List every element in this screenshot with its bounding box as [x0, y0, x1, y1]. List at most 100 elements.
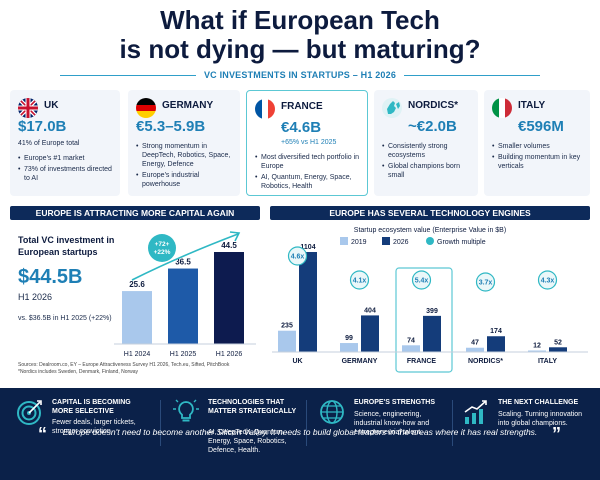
insight-next-challenge: THE NEXT CHALLENGE Scaling. Turning inno…: [462, 398, 594, 458]
category-label: NORDICS*: [468, 358, 503, 365]
total-vc-value: $44.5B: [18, 266, 83, 288]
card-sub: +65% vs H1 2025: [281, 139, 337, 146]
card-value: €5.3–5.9B: [136, 118, 206, 135]
growth-badge-line-1: +72+: [155, 241, 170, 248]
card-bullet: Smaller volumes: [492, 142, 586, 151]
bar-value-label: 47: [471, 340, 479, 347]
card-france: FRANCE €4.6B +65% vs H1 2025 Most divers…: [246, 90, 368, 196]
card-bullets: Consistently strong ecosystems Global ch…: [382, 142, 474, 182]
bar: [168, 268, 198, 344]
bar-value-label: 99: [345, 335, 353, 342]
bar-2019: [402, 345, 420, 352]
bar-2019: [340, 343, 358, 352]
insight-title: CAPITAL IS BECOMING MORE SELECTIVE: [52, 399, 131, 415]
card-bullet: AI, Quantum, Energy, Space, Robotics, He…: [255, 173, 363, 191]
growth-badge: [148, 234, 176, 262]
bar-value-label: 399: [426, 308, 438, 315]
card-name: NORDICS*: [408, 100, 459, 111]
divider: [306, 400, 307, 446]
bar-2026: [423, 315, 441, 352]
growth-multiple-badge: [537, 270, 558, 290]
close-quote-icon: ”: [552, 424, 561, 444]
growth-multiple-label: 3.7x: [479, 280, 493, 287]
growth-multiple-badge: [349, 270, 370, 290]
card-bullets: Strong momentum in DeepTech, Robotics, S…: [136, 142, 236, 191]
footnote-text: *Nordics includes Sweden, Denmark, Finla…: [18, 369, 139, 375]
bar-value-label: 44.5: [221, 241, 237, 250]
card-bullet: Europe's industrial powerhouse: [136, 171, 236, 189]
growth-badge-line-2: +22%: [154, 249, 171, 256]
subtitle: VC INVESTMENTS IN STARTUPS – H1 2026: [203, 70, 397, 80]
right-section-header: EUROPE HAS SEVERAL TECHNOLOGY ENGINES: [270, 206, 590, 220]
bar-2026: [299, 252, 317, 352]
card-sub: 41% of Europe total: [18, 140, 80, 147]
card-value: €4.6B: [281, 119, 322, 136]
total-vc-period: H1 2026: [18, 292, 53, 302]
ecosystem-value-chart: Startup ecosystem value (Enterprise Valu…: [272, 227, 588, 373]
card-bullets: Smaller volumes Building momentum in key…: [492, 142, 586, 173]
subtitle-row: VC INVESTMENTS IN STARTUPS – H1 2026: [60, 68, 541, 82]
card-bullet: Most diversified tech portfolio in Europ…: [255, 153, 363, 171]
uk-flag-icon: [18, 98, 38, 118]
category-label: UK: [292, 358, 302, 365]
insight-desc: Science, engineering, industrial know-ho…: [354, 411, 430, 436]
bar-2026: [549, 347, 567, 352]
category-label: GERMANY: [342, 358, 378, 365]
title-line-2: is not dying — but maturing?: [119, 34, 481, 64]
legend-growth-label: Growth multiple: [437, 239, 486, 246]
subtitle-line-left: [60, 74, 196, 76]
insight-strengths: EUROPE'S STRENGTHS Science, engineering,…: [318, 398, 448, 458]
vc-investment-chart: 25.6 H1 2024 36.5 H1 2025 44.5 H1 2026 +72++22…: [114, 231, 256, 358]
bar-2026: [487, 336, 505, 352]
target-icon: [16, 398, 44, 426]
card-bullet: 73% of investments directed to AI: [18, 165, 114, 183]
italy-flag-icon: [492, 98, 512, 118]
germany-flag-icon: [136, 98, 156, 118]
insight-desc: Fewer deals, larger tickets, stronger co…: [52, 419, 136, 435]
insight-desc: AI, DeepTech, Quantum, Energy, Space, Ro…: [208, 429, 287, 454]
growth-multiple-label: 5.4x: [415, 278, 429, 285]
left-section-header: EUROPE IS ATTRACTING MORE CAPITAL AGAIN: [10, 206, 260, 220]
insight-desc: Scaling. Turning innovation into global …: [498, 411, 583, 427]
bar-value-label: 25.6: [129, 280, 145, 289]
card-value: €596M: [518, 118, 564, 135]
card-value: $17.0B: [18, 118, 67, 135]
card-bullet: Europe's #1 market: [18, 154, 114, 163]
title-line-1: What if European Tech: [160, 5, 440, 35]
subtitle-line-right: [404, 74, 541, 76]
bar-value-label: 12: [533, 343, 541, 350]
insight-title: TECHNOLOGIES THAT MATTER STRATEGICALLY: [208, 399, 297, 415]
growth-multiple-badge: [411, 270, 432, 290]
france-flag-icon: [255, 99, 275, 119]
chart-title: Startup ecosystem value (Enterprise Valu…: [354, 227, 506, 234]
sources-note: Sources: Dealroom.co, EY – Europe Attrac…: [18, 362, 258, 376]
bar-value-label: 52: [554, 339, 562, 346]
nordics-map-icon: [382, 98, 402, 118]
card-bullet: Building momentum in key verticals: [492, 153, 586, 171]
insight-technologies: TECHNOLOGIES THAT MATTER STRATEGICALLY A…: [172, 398, 302, 458]
card-uk: UK $17.0B 41% of Europe total Europe's #…: [10, 90, 120, 196]
card-name: UK: [44, 100, 59, 111]
open-quote-icon: “: [38, 424, 47, 444]
card-bullet: Global champions born small: [382, 162, 474, 180]
closing-quote: Europe doesn't need to become another Si…: [62, 427, 538, 437]
insight-title: EUROPE'S STRENGTHS: [354, 399, 436, 406]
bar-2019: [528, 350, 546, 352]
legend-growth-swatch: [426, 237, 434, 245]
bar-value-label: 36.5: [175, 258, 191, 267]
card-germany: GERMANY €5.3–5.9B Strong momentum in Dee…: [128, 90, 240, 196]
globe-icon: [318, 398, 346, 426]
sources-text: Sources: Dealroom.co, EY – Europe Attrac…: [18, 362, 230, 368]
category-label: H1 2025: [170, 351, 197, 358]
growth-multiple-label: 4.1x: [353, 278, 367, 285]
highlight-box: [395, 267, 453, 373]
card-bullet: Strong momentum in DeepTech, Robotics, S…: [136, 142, 236, 169]
lightbulb-icon: [172, 398, 200, 426]
growth-arrow: [131, 233, 239, 281]
bar-2019: [466, 347, 484, 352]
legend-2019-label: 2019: [351, 239, 367, 246]
card-value: ~€2.0B: [408, 118, 457, 135]
card-bullets: Most diversified tech portfolio in Europ…: [255, 153, 363, 193]
insight-title: THE NEXT CHALLENGE: [498, 399, 579, 406]
bar-2019: [278, 330, 296, 352]
